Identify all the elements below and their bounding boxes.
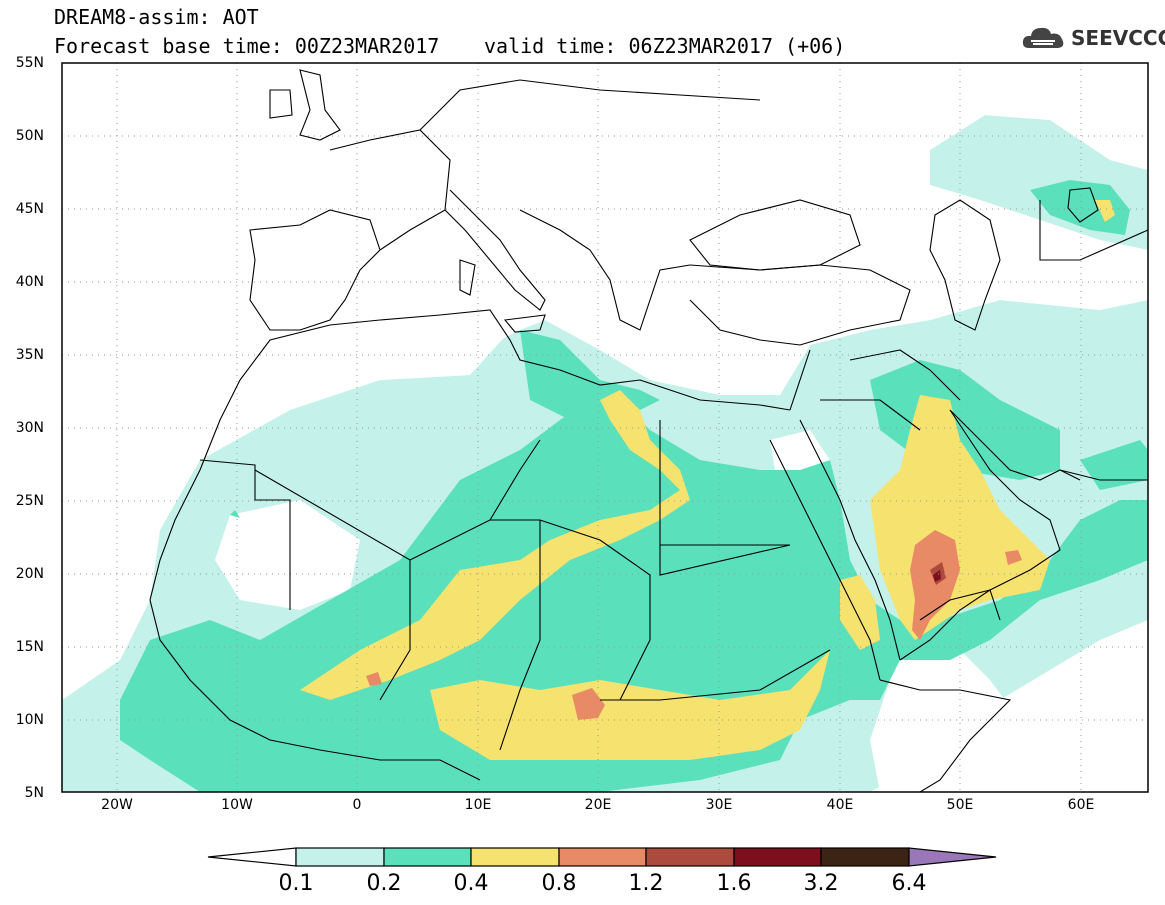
colorbar-swatch-7 <box>820 847 910 867</box>
colorbar-label: 3.2 <box>803 871 839 896</box>
lat-tick: 5N <box>24 785 44 801</box>
colorbar-over-triangle <box>908 847 997 867</box>
colorbar-label: 0.1 <box>278 871 314 896</box>
lat-tick: 20N <box>15 566 44 582</box>
lat-tick: 35N <box>15 347 44 363</box>
colorbar-label: 0.8 <box>541 871 577 896</box>
colorbar-swatch-1 <box>295 847 385 867</box>
colorbar-label: 0.4 <box>453 871 489 896</box>
colorbar-label: 1.6 <box>716 871 752 896</box>
aot-level-0-8 <box>366 530 1022 720</box>
aot-shading <box>62 63 1148 792</box>
lat-tick: 25N <box>15 493 44 509</box>
lat-tick: 50N <box>15 128 44 144</box>
colorbar-label: 0.2 <box>366 871 402 896</box>
map-title: DREAM8-assim: AOT <box>54 5 259 29</box>
lat-tick: 10N <box>15 712 44 728</box>
coastlines-borders <box>149 69 1148 792</box>
colorbar-swatch-2 <box>383 847 472 867</box>
lat-tick: 55N <box>15 55 44 71</box>
seevccc-logo: SEEVCCC <box>1021 22 1165 56</box>
lon-tick: 0 <box>352 797 362 813</box>
valid-time: valid time: 06Z23MAR2017 (+06) <box>484 34 846 58</box>
lon-tick: 40E <box>826 797 854 813</box>
logo-text: SEEVCCC <box>1071 26 1165 50</box>
cloud-icon <box>1022 27 1064 48</box>
colorbar-swatch-5 <box>645 847 735 867</box>
lon-tick: 20E <box>584 797 612 813</box>
lat-tick: 40N <box>15 274 44 290</box>
plot-frame <box>61 62 1149 793</box>
lat-tick: 15N <box>15 639 44 655</box>
lat-tick: 30N <box>15 420 44 436</box>
colorbar-label: 1.2 <box>628 871 664 896</box>
colorbar-label: 6.4 <box>891 871 927 896</box>
colorbar-swatch-3 <box>470 847 560 867</box>
colorbar-under-triangle <box>207 847 297 867</box>
lon-tick: 20W <box>101 797 133 813</box>
lat-tick: 45N <box>15 201 44 217</box>
lon-tick: 60E <box>1067 797 1095 813</box>
colorbar-swatch-4 <box>558 847 647 867</box>
lon-tick: 50E <box>946 797 974 813</box>
map-grid <box>62 63 1148 792</box>
lon-tick: 10E <box>464 797 492 813</box>
aot-level-1-6 <box>933 570 941 582</box>
lon-tick: 30E <box>705 797 733 813</box>
colorbar-swatch-6 <box>733 847 822 867</box>
forecast-base-time: Forecast base time: 00Z23MAR2017 <box>54 34 440 58</box>
colorbar <box>207 847 997 867</box>
lon-tick: 10W <box>221 797 253 813</box>
